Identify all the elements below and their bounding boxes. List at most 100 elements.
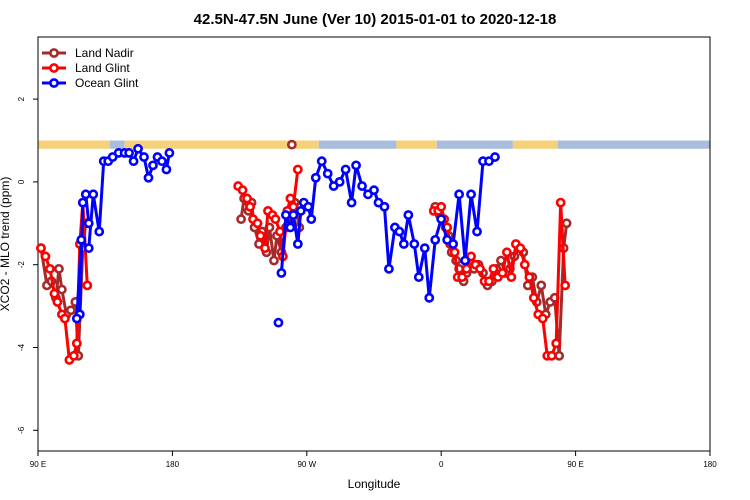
series-ocean-glint <box>71 143 500 328</box>
data-point-ocean-glint <box>161 164 172 175</box>
data-point-ocean-glint <box>128 156 139 167</box>
data-point-land-nadir <box>561 218 572 229</box>
data-point-ocean-glint <box>448 239 459 249</box>
data-point-land-glint <box>71 338 82 349</box>
surface-strip-segment-ocean <box>109 140 125 149</box>
data-point-ocean-glint <box>80 189 91 200</box>
data-point-ocean-glint <box>351 160 361 171</box>
data-point-land-glint <box>502 247 512 258</box>
surface-strip-segment-ocean <box>436 140 513 149</box>
data-point-land-glint <box>555 197 566 208</box>
data-point-ocean-glint <box>273 317 284 328</box>
x-tick-label: 90 E <box>30 460 46 469</box>
surface-strip-segment-land <box>38 140 110 149</box>
legend-item-ocean-glint: Ocean Glint <box>42 76 139 90</box>
outlier-point <box>286 139 297 150</box>
chart-title: 42.5N-47.5N June (Ver 10) 2015-01-01 to … <box>194 11 557 28</box>
legend-swatch-marker <box>49 48 59 58</box>
data-point-land-nadir <box>56 284 67 295</box>
surface-strip-segment-land <box>124 140 319 149</box>
data-point-ocean-glint <box>94 226 105 237</box>
data-point-ocean-glint <box>460 255 470 266</box>
data-point-ocean-glint <box>316 156 327 167</box>
data-point-land-glint <box>524 272 535 283</box>
data-point-ocean-glint <box>76 234 87 245</box>
data-point-ocean-glint <box>280 210 291 220</box>
data-point-ocean-glint <box>379 201 390 212</box>
series-land-glint <box>36 164 571 365</box>
data-point-land-glint <box>560 280 571 291</box>
data-point-ocean-glint <box>357 181 367 191</box>
data-point-land-glint <box>52 297 63 307</box>
data-point-land-glint <box>484 276 494 287</box>
data-point-ocean-glint <box>139 152 149 162</box>
legend-label: Land Glint <box>75 61 130 75</box>
legend-swatch-marker <box>49 78 59 88</box>
surface-strip-segment-land <box>396 140 437 149</box>
data-point-land-glint <box>285 193 296 204</box>
data-point-land-glint <box>68 350 79 361</box>
data-point-land-glint <box>475 263 485 274</box>
data-point-ocean-glint <box>322 168 333 179</box>
data-point-land-glint <box>255 230 266 241</box>
data-point-ocean-glint <box>295 205 306 216</box>
data-point-ocean-glint <box>340 164 351 175</box>
data-point-land-glint <box>288 201 299 212</box>
series-line-ocean-glint <box>75 147 171 321</box>
data-point-land-glint <box>292 164 303 175</box>
data-point-land-glint <box>528 292 539 303</box>
data-point-land-glint <box>260 243 270 254</box>
data-point-ocean-glint <box>288 210 299 220</box>
data-point-ocean-glint <box>303 201 314 212</box>
data-point-land-glint <box>36 243 46 254</box>
data-point-land-glint <box>436 201 447 212</box>
data-point-ocean-glint <box>454 189 465 200</box>
x-tick-label: 180 <box>166 460 180 469</box>
data-point-land-glint <box>237 185 248 196</box>
data-point-land-glint <box>519 259 530 270</box>
x-tick-label: 0 <box>439 460 444 469</box>
data-point-ocean-glint <box>157 156 167 167</box>
y-tick-label: -2 <box>17 261 26 269</box>
data-point-land-glint <box>488 263 499 274</box>
data-point-land-nadir <box>236 214 246 225</box>
y-tick-label: -6 <box>17 426 26 434</box>
y-tick-label: -4 <box>17 343 26 351</box>
x-tick-label: 90 W <box>297 460 316 469</box>
data-point-land-glint <box>59 313 70 324</box>
data-point-land-glint <box>242 193 252 204</box>
data-point-ocean-glint <box>394 226 405 237</box>
y-tick-label: 0 <box>17 179 26 184</box>
data-point-ocean-glint <box>310 172 321 183</box>
data-point-land-glint <box>245 201 255 212</box>
legend-label: Ocean Glint <box>75 76 139 90</box>
data-point-ocean-glint <box>83 243 94 254</box>
data-point-ocean-glint <box>369 185 379 196</box>
data-point-ocean-glint <box>472 226 482 237</box>
plot-area <box>37 36 711 452</box>
legend-item-land-nadir: Land Nadir <box>42 46 134 60</box>
data-point-ocean-glint <box>276 268 287 278</box>
surface-strip <box>38 140 710 149</box>
x-tick-label: 90 E <box>567 460 583 469</box>
data-point-land-nadir <box>65 305 76 316</box>
surface-strip-segment-land <box>512 140 558 149</box>
data-point-land-glint <box>506 272 517 283</box>
data-point-land-glint <box>82 280 93 291</box>
data-point-land-glint <box>537 313 548 324</box>
data-point-land-glint <box>461 263 472 274</box>
data-point-ocean-glint <box>71 313 82 324</box>
legend-item-land-glint: Land Glint <box>42 61 130 75</box>
series-layer <box>36 139 572 365</box>
legend-swatch-marker <box>49 63 59 73</box>
data-point-ocean-glint <box>430 234 441 245</box>
data-point-land-glint <box>40 251 51 262</box>
data-point-ocean-glint <box>424 292 435 303</box>
data-point-land-glint <box>515 243 526 254</box>
data-point-ocean-glint <box>403 210 414 220</box>
data-point-land-glint <box>45 263 55 274</box>
data-point-ocean-glint <box>419 243 430 254</box>
data-point-ocean-glint <box>148 160 158 171</box>
